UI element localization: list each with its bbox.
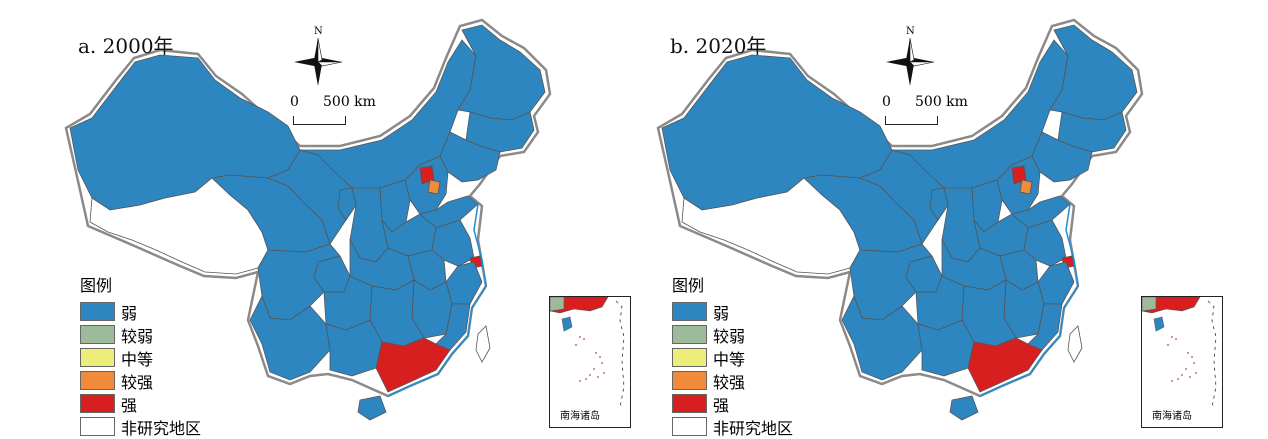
scale-line [885, 116, 938, 125]
legend-label: 弱 [713, 303, 730, 323]
province-hainan [949, 395, 979, 421]
province-yunnan [249, 294, 331, 381]
scale-zero-label: 0 [290, 94, 299, 110]
legend-swatch-fairly_weak [80, 325, 115, 344]
province-tianjin [427, 179, 441, 195]
panel-title: a. 2000年 [78, 34, 174, 58]
legend-label: 中等 [121, 349, 154, 369]
legend-item: 较弱 [80, 323, 201, 346]
legend-label: 强 [713, 395, 730, 415]
legend-label: 中等 [713, 349, 746, 369]
legend-label: 强 [121, 395, 138, 415]
national-boundary [656, 18, 1144, 398]
legend-item: 中等 [80, 346, 201, 369]
legend: 图例弱较弱中等较强强非研究地区 [80, 272, 201, 438]
province-taiwan [1067, 325, 1083, 363]
province-hebei [404, 155, 449, 215]
legend-swatch-strong [672, 394, 707, 413]
legend-swatch-fairly_weak [672, 325, 707, 344]
coastline [979, 203, 1079, 397]
coastline [387, 203, 487, 397]
legend-item: 强 [80, 392, 201, 415]
scale-line [293, 116, 346, 125]
legend-label: 较弱 [713, 326, 746, 346]
scale-zero-label: 0 [882, 94, 891, 110]
province-hebei [996, 155, 1041, 215]
province-zhejiang [445, 261, 483, 305]
province-tianjin [1019, 179, 1033, 195]
compass-north-label: N [314, 26, 323, 37]
scale-bar: 0 500 km [882, 94, 982, 134]
legend-swatch-strong [80, 394, 115, 413]
province-guangdong [967, 337, 1043, 393]
legend-item: 较强 [80, 369, 201, 392]
china-map [656, 18, 1144, 421]
province-guangxi [325, 319, 383, 377]
province-ningxia [337, 187, 357, 221]
legend-swatch-none [672, 417, 707, 436]
scale-bar: 0 500 km [290, 94, 390, 134]
legend-label: 较强 [121, 372, 154, 392]
map-panel-2020: b. 2020年 N 0 500 km 图例弱较弱 中等 较强强非研究地区 南海诸岛 [592, 0, 1226, 438]
legend-item: 弱 [80, 300, 201, 323]
province-beijing [1011, 165, 1027, 185]
legend-title: 图例 [672, 276, 705, 295]
legend-swatch-medium [80, 348, 115, 367]
legend-swatch-weak [80, 302, 115, 321]
legend-swatch-fairly_strong [672, 371, 707, 390]
legend-title: 图例 [80, 276, 113, 295]
compass-north-label: N [906, 26, 915, 37]
province-beijing [419, 165, 435, 185]
legend: 图例弱较弱中等较强强非研究地区 [672, 272, 793, 438]
panel-title: b. 2020年 [670, 34, 767, 58]
compass-rose-icon: N [292, 24, 344, 88]
inset-label: 南海诸岛 [1152, 411, 1192, 422]
map-panel-2000: a. 2000年 N 0 500 km 图例弱较弱 中等 较强强非研究地区 南海诸岛 [0, 0, 634, 438]
legend-item: 弱 [672, 300, 793, 323]
scale-distance-label: 500 km [323, 94, 376, 110]
compass-rose-icon: N [884, 24, 936, 88]
province-hainan [357, 395, 387, 421]
legend-swatch-medium [672, 348, 707, 367]
national-boundary [64, 18, 552, 398]
china-map [64, 18, 552, 421]
province-guangxi [917, 319, 975, 377]
legend-swatch-none [80, 417, 115, 436]
legend-label: 弱 [121, 303, 138, 323]
province-guangdong [375, 337, 451, 393]
legend-item: 强 [672, 392, 793, 415]
south-china-sea-inset: 南海诸岛 [549, 296, 631, 428]
inset-label: 南海诸岛 [560, 411, 600, 422]
south-china-sea-inset: 南海诸岛 [1141, 296, 1223, 428]
legend-item: 非研究地区 [672, 415, 793, 438]
legend-swatch-weak [672, 302, 707, 321]
legend-swatch-fairly_strong [80, 371, 115, 390]
scale-distance-label: 500 km [915, 94, 968, 110]
legend-label: 非研究地区 [713, 418, 794, 438]
province-zhejiang [1037, 261, 1075, 305]
legend-item: 中等 [672, 346, 793, 369]
legend-item: 较弱 [672, 323, 793, 346]
legend-label: 较强 [713, 372, 746, 392]
legend-label: 非研究地区 [121, 418, 202, 438]
legend-item: 非研究地区 [80, 415, 201, 438]
province-yunnan [841, 294, 923, 381]
legend-label: 较弱 [121, 326, 154, 346]
province-taiwan [475, 325, 491, 363]
legend-item: 较强 [672, 369, 793, 392]
province-ningxia [929, 187, 949, 221]
